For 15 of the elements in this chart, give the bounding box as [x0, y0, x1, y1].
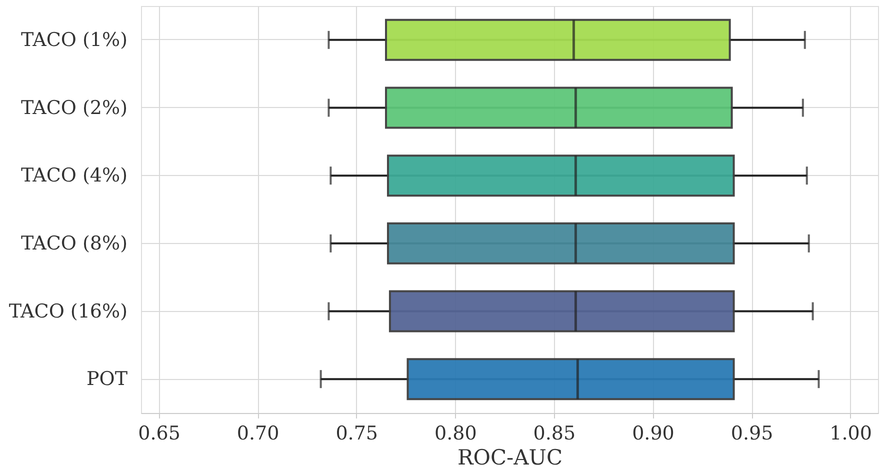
y-tick-label: TACO (8%)	[21, 232, 128, 254]
y-tick-label: TACO (16%)	[8, 300, 128, 322]
x-tick-label: 0.70	[236, 422, 280, 444]
x-tick-label: 0.75	[336, 422, 378, 444]
y-tick-label: POT	[86, 368, 128, 390]
x-tick-label: 0.80	[434, 422, 477, 444]
y-tick-label: TACO (4%)	[21, 164, 128, 187]
x-axis-title: ROC-AUC	[457, 446, 563, 470]
y-tick-label: TACO (1%)	[21, 28, 128, 51]
x-tick-label: 0.90	[632, 422, 674, 444]
x-tick-label: 0.95	[730, 422, 774, 444]
x-tick-label: 0.85	[533, 422, 576, 444]
y-tick-label: TACO (2%)	[21, 96, 128, 119]
x-tick-label: 0.65	[138, 422, 180, 444]
x-tick-label: 1.00	[830, 422, 872, 444]
